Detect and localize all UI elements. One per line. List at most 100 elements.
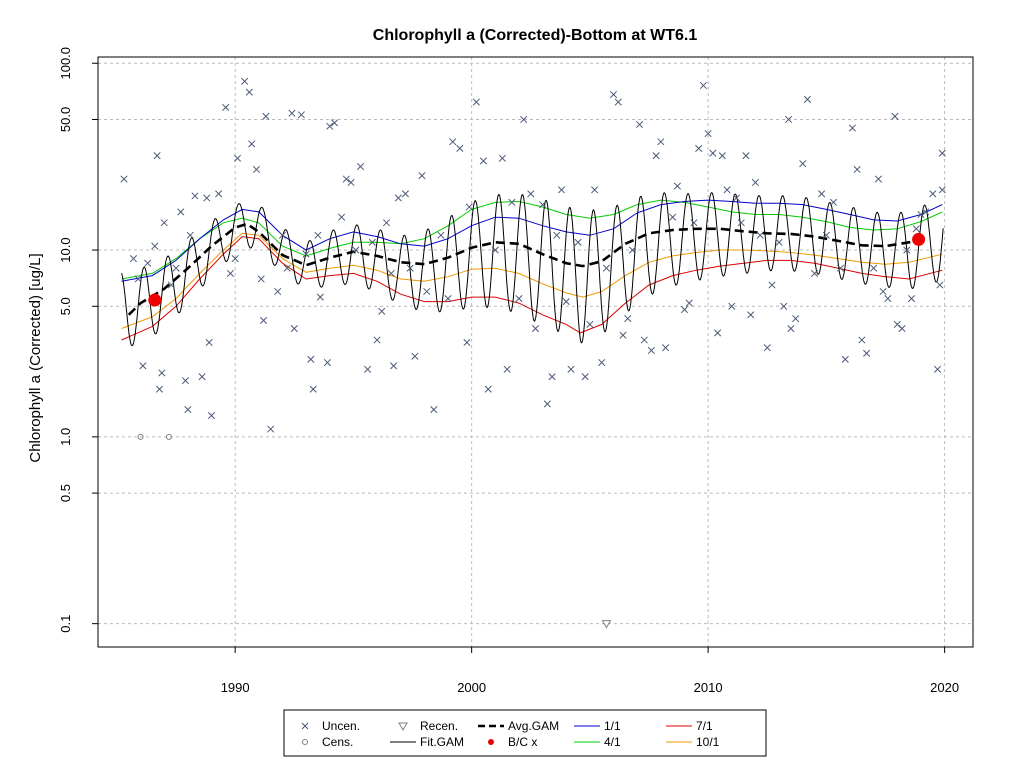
x-marker-stroke <box>129 255 138 263</box>
x-marker-stroke <box>307 355 315 363</box>
uncensored-point <box>449 138 457 146</box>
legend-label: 4/1 <box>604 735 621 749</box>
uncensored-point <box>863 349 871 357</box>
x-marker-stroke <box>231 255 239 263</box>
uncensored-point <box>158 369 166 377</box>
x-marker-stroke <box>929 190 937 198</box>
uncensored-point <box>307 355 315 363</box>
uncensored-point <box>837 264 845 272</box>
x-marker-stroke <box>186 231 194 239</box>
x-marker-stroke <box>543 400 551 408</box>
x-marker-stroke <box>624 314 632 323</box>
uncensored-point <box>463 338 471 347</box>
uncensored-point <box>252 165 260 174</box>
x-marker-stroke <box>456 144 464 152</box>
uncensored-point <box>718 152 726 160</box>
uncensored-point <box>437 231 445 239</box>
x-marker-stroke <box>330 119 339 127</box>
uncensored-point <box>423 287 431 296</box>
x-marker-stroke <box>316 293 324 301</box>
legend-item: Recen. <box>398 719 458 733</box>
uncensored-point <box>874 175 882 183</box>
uncensored-point <box>472 98 480 106</box>
legend-label: 10/1 <box>696 735 720 749</box>
x-marker-stroke <box>811 269 819 277</box>
x-tick-label: 2000 <box>457 680 486 695</box>
x-marker-stroke <box>302 250 310 258</box>
x-marker-stroke <box>933 365 942 373</box>
x-marker-stroke <box>567 365 575 373</box>
x-marker-stroke <box>491 246 499 254</box>
uncensored-point <box>342 175 350 183</box>
x-marker-stroke <box>172 264 180 272</box>
uncensored-point <box>784 115 793 124</box>
uncensored-point <box>186 231 194 239</box>
x-marker-stroke <box>829 198 838 206</box>
uncensored-point <box>283 264 291 272</box>
uncensored-point <box>191 192 199 200</box>
x-marker-stroke <box>784 115 793 124</box>
x-marker-stroke <box>390 362 398 370</box>
legend-item: 10/1 <box>666 735 720 749</box>
chart-title: Chlorophyll a (Corrected)-Bottom at WT6.… <box>373 27 698 44</box>
x-marker-stroke <box>411 352 419 360</box>
x-marker-stroke <box>297 111 305 119</box>
uncensored-point <box>456 144 464 152</box>
x-marker-stroke <box>233 154 242 162</box>
y-tick-label: 100.0 <box>58 47 73 80</box>
x-marker-stroke <box>139 362 147 370</box>
uncensored-point <box>368 238 376 246</box>
x-marker-stroke <box>479 157 488 165</box>
x-marker-stroke <box>751 178 759 187</box>
x-marker-stroke <box>775 238 783 246</box>
x-marker-stroke <box>290 324 298 333</box>
uncensored-point <box>728 302 736 310</box>
x-marker-stroke <box>191 192 199 200</box>
x-marker-stroke <box>548 373 556 381</box>
x-marker-stroke <box>747 311 755 319</box>
x-marker-stroke <box>598 358 606 367</box>
x-marker-stroke <box>680 306 689 314</box>
x-marker-stroke <box>144 259 152 267</box>
legend: Uncen. Cens. Recen. Fit.GAM Avg.GAM B/C x 1/1 4… <box>283 709 767 757</box>
x-marker-stroke <box>619 331 627 339</box>
uncensored-point <box>829 198 838 206</box>
uncensored-point <box>394 194 402 202</box>
uncensored-point <box>841 355 849 363</box>
legend-triangle <box>398 722 408 732</box>
x-marker-stroke <box>853 165 861 174</box>
x-marker-stroke <box>257 275 265 283</box>
uncensored-point <box>938 149 946 157</box>
x-marker-stroke <box>602 264 610 272</box>
uncensored-point <box>768 281 776 289</box>
x-marker-stroke <box>841 355 849 363</box>
uncensored-point <box>591 186 599 194</box>
uncensored-point <box>167 281 175 289</box>
x-marker-stroke <box>936 281 944 289</box>
x-marker-stroke <box>283 264 291 272</box>
x-marker-stroke <box>382 219 391 227</box>
uncensored-point <box>205 338 213 347</box>
legend-item: 7/1 <box>666 719 713 733</box>
uncensored-point <box>411 352 419 360</box>
uncensored-point <box>323 358 331 367</box>
x-marker-stroke <box>449 138 457 146</box>
uncensored-point <box>278 231 287 239</box>
uncensored-point <box>657 138 665 146</box>
x-marker-stroke <box>181 377 190 385</box>
uncensored-point <box>628 246 637 254</box>
x-marker-stroke <box>591 186 599 194</box>
uncensored-point <box>723 186 731 194</box>
uncensored-point <box>581 373 589 381</box>
uncensored-point <box>609 90 618 99</box>
uncensored-point <box>917 210 925 219</box>
x-marker-stroke <box>799 160 807 168</box>
x-marker-stroke <box>574 238 582 246</box>
legend-item: 4/1 <box>574 735 621 749</box>
x-marker-stroke <box>423 287 431 296</box>
y-tick-label: 1.0 <box>58 428 73 446</box>
uncensored-point <box>181 377 190 385</box>
x-marker-stroke <box>822 231 830 239</box>
uncensored-point <box>586 320 594 328</box>
x-marker-stroke <box>338 213 346 221</box>
